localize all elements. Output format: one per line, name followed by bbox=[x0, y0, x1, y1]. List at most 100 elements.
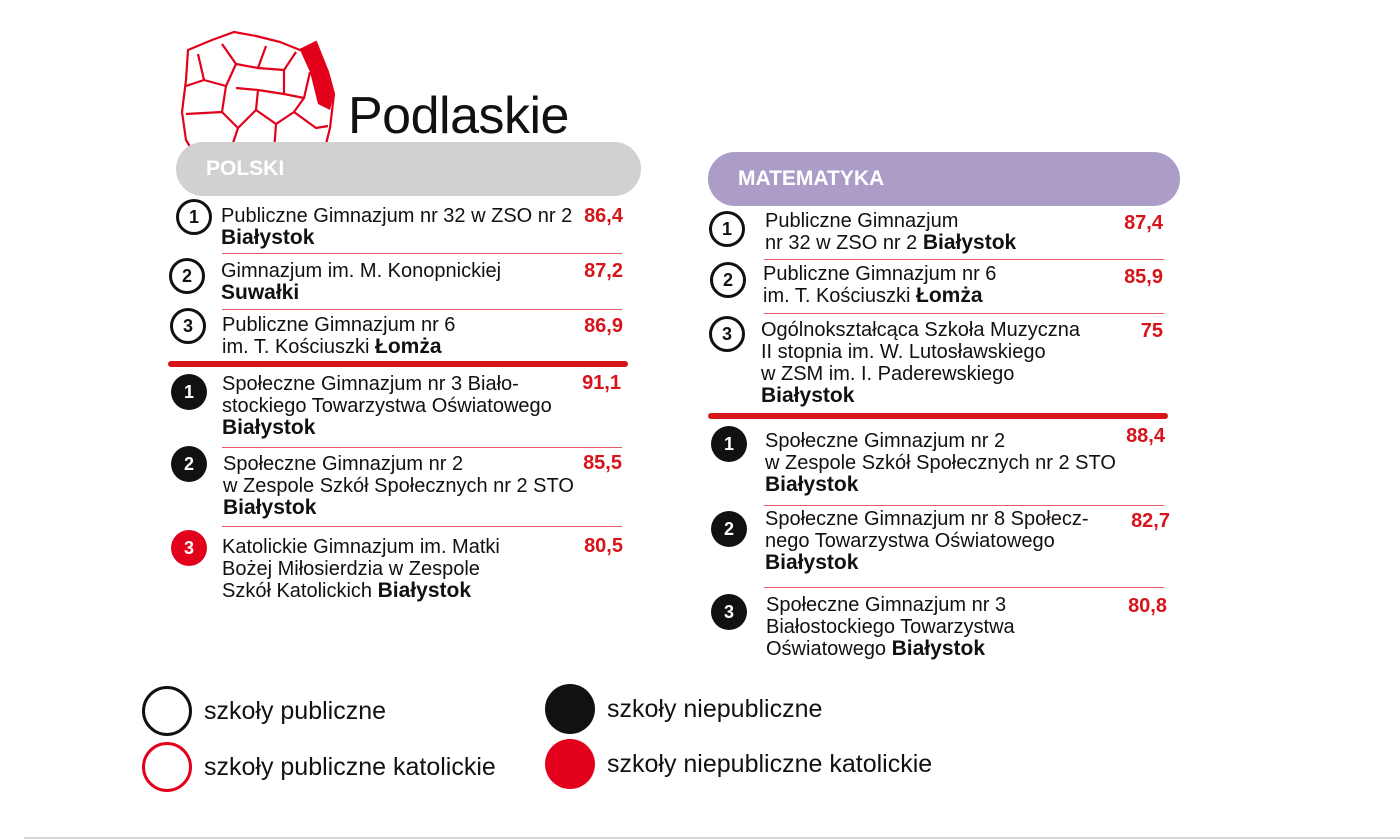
legend-private-dot-icon bbox=[545, 684, 595, 734]
school-name: Publiczne Gimnazjum nr 32 w ZSO nr 2 Bia… bbox=[765, 210, 1016, 254]
footer-divider bbox=[24, 837, 1400, 839]
city: Białystok bbox=[221, 226, 315, 249]
score: 80,8 bbox=[1128, 595, 1167, 617]
legend-private-catholic-dot-icon bbox=[545, 739, 595, 789]
rank-number: 1 bbox=[723, 434, 734, 454]
school-name: Publiczne Gimnazjum nr 32 w ZSO nr 2 Biał… bbox=[221, 205, 572, 249]
school-name: Społeczne Gimnazjum nr 3 Biało- stockieg… bbox=[222, 373, 552, 439]
city: Białystok bbox=[765, 551, 859, 574]
city: Białystok bbox=[223, 496, 317, 519]
school-name-text: Społeczne Gimnazjum nr 8 Społecz- nego T… bbox=[765, 508, 1089, 552]
legend-public: szkoły publiczne bbox=[142, 686, 386, 736]
rank-badge-private: 2 bbox=[171, 446, 207, 482]
rank-badge-public: 2 bbox=[169, 258, 205, 294]
rank-number: 3 bbox=[182, 316, 193, 336]
score: 85,9 bbox=[1124, 266, 1163, 288]
city: Suwałki bbox=[221, 281, 300, 304]
rank-number: 1 bbox=[183, 382, 194, 402]
region-title: Podlaskie bbox=[348, 87, 569, 145]
school-name: Publiczne Gimnazjum nr 6 im. T. Kościusz… bbox=[222, 314, 455, 358]
rank-number: 2 bbox=[183, 454, 194, 474]
separator bbox=[764, 587, 1164, 588]
rank-badge-public: 1 bbox=[176, 199, 212, 235]
school-name: Społeczne Gimnazjum nr 2 w Zespole Szkół… bbox=[223, 453, 574, 519]
score: 86,4 bbox=[584, 205, 623, 227]
matematyka-header: MATEMATYKA bbox=[708, 152, 1180, 206]
school-name-text: Społeczne Gimnazjum nr 2 w Zespole Szkół… bbox=[765, 430, 1116, 474]
city: Białystok bbox=[222, 416, 316, 439]
separator bbox=[222, 526, 622, 527]
school-name-text: Publiczne Gimnazjum nr 6 im. T. Kościusz… bbox=[763, 263, 997, 307]
city: Białystok bbox=[922, 231, 1017, 254]
city: Białystok bbox=[761, 384, 855, 407]
school-name-text: Ogólnokształcąca Szkoła Muzyczna II stop… bbox=[761, 319, 1081, 385]
legend-public-label: szkoły publiczne bbox=[204, 696, 387, 725]
separator bbox=[764, 259, 1164, 260]
school-name-text: Publiczne Gimnazjum nr 32 w ZSO nr 2 bbox=[765, 210, 959, 254]
separator bbox=[764, 505, 1164, 506]
city: Łomża bbox=[375, 335, 442, 358]
city: Białystok bbox=[765, 473, 859, 496]
legend-public-catholic: szkoły publiczne katolickie bbox=[142, 742, 496, 792]
city: Łomża bbox=[916, 284, 983, 307]
rank-badge-public: 3 bbox=[170, 308, 206, 344]
school-name: Publiczne Gimnazjum nr 6 im. T. Kościusz… bbox=[763, 263, 996, 307]
rank-badge-private: 1 bbox=[711, 426, 747, 462]
rank-badge-public: 2 bbox=[710, 262, 746, 298]
school-name: Gimnazjum im. M. Konopnickiej Suwałki bbox=[221, 260, 501, 304]
legend-private-label: szkoły niepubliczne bbox=[607, 694, 823, 723]
school-name: Społeczne Gimnazjum nr 2 w Zespole Szkół… bbox=[765, 430, 1116, 496]
rank-number: 1 bbox=[721, 219, 732, 239]
school-name-text: Społeczne Gimnazjum nr 3 Biało- stockieg… bbox=[222, 373, 552, 417]
section-divider bbox=[168, 361, 628, 367]
legend-private-catholic-label: szkoły niepubliczne katolickie bbox=[607, 749, 933, 778]
score: 88,4 bbox=[1126, 425, 1165, 447]
separator bbox=[222, 447, 622, 448]
city: Białystok bbox=[377, 579, 471, 602]
score: 75 bbox=[1140, 320, 1163, 342]
rank-number: 2 bbox=[722, 270, 733, 290]
school-name-text: Katolickie Gimnazjum im. Matki Bożej Mił… bbox=[222, 536, 500, 602]
rank-number: 3 bbox=[723, 602, 734, 622]
school-name-text: Publiczne Gimnazjum nr 6 im. T. Kościusz… bbox=[222, 314, 456, 358]
school-name-text: Gimnazjum im. M. Konopnickiej bbox=[221, 260, 502, 282]
polski-header-label: POLSKI bbox=[206, 157, 285, 180]
legend-public-catholic-circle-icon bbox=[142, 742, 192, 792]
school-name: Społeczne Gimnazjum nr 3 Białostockiego … bbox=[766, 594, 1015, 660]
school-name: Katolickie Gimnazjum im. Matki Bożej Mił… bbox=[222, 536, 500, 602]
score: 87,4 bbox=[1124, 212, 1163, 234]
rank-badge-public: 1 bbox=[709, 211, 745, 247]
separator bbox=[222, 309, 622, 310]
polski-header: POLSKI bbox=[176, 142, 641, 196]
school-name: Społeczne Gimnazjum nr 8 Społecz- nego T… bbox=[765, 508, 1088, 574]
separator bbox=[764, 313, 1164, 314]
rank-badge-private: 1 bbox=[171, 374, 207, 410]
score: 86,9 bbox=[584, 315, 623, 337]
score: 82,7 bbox=[1131, 510, 1170, 532]
separator bbox=[222, 253, 622, 254]
city: Białystok bbox=[891, 637, 985, 660]
rank-badge-private: 3 bbox=[711, 594, 747, 630]
rank-number: 2 bbox=[181, 266, 192, 286]
rank-number: 2 bbox=[723, 519, 734, 539]
section-divider bbox=[708, 413, 1168, 419]
school-name-text: Publiczne Gimnazjum nr 32 w ZSO nr 2 bbox=[221, 205, 573, 227]
legend-public-catholic-label: szkoły publiczne katolickie bbox=[204, 752, 496, 781]
rank-number: 3 bbox=[721, 324, 732, 344]
rank-badge-private: 2 bbox=[711, 511, 747, 547]
rank-number: 3 bbox=[183, 538, 194, 558]
school-name-text: Społeczne Gimnazjum nr 3 Białostockiego … bbox=[766, 594, 1015, 660]
legend-public-circle-icon bbox=[142, 686, 192, 736]
legend-private: szkoły niepubliczne bbox=[545, 684, 822, 734]
school-name-text: Społeczne Gimnazjum nr 2 w Zespole Szkół… bbox=[223, 453, 574, 497]
score: 80,5 bbox=[584, 535, 623, 557]
rank-number: 1 bbox=[188, 207, 199, 227]
school-name: Ogólnokształcąca Szkoła Muzyczna II stop… bbox=[761, 319, 1080, 407]
rank-badge-private-catholic: 3 bbox=[171, 530, 207, 566]
score: 87,2 bbox=[584, 260, 623, 282]
matematyka-header-label: MATEMATYKA bbox=[738, 167, 885, 190]
rank-badge-public: 3 bbox=[709, 316, 745, 352]
legend-private-catholic: szkoły niepubliczne katolickie bbox=[545, 739, 932, 789]
score: 85,5 bbox=[583, 452, 622, 474]
score: 91,1 bbox=[582, 372, 621, 394]
